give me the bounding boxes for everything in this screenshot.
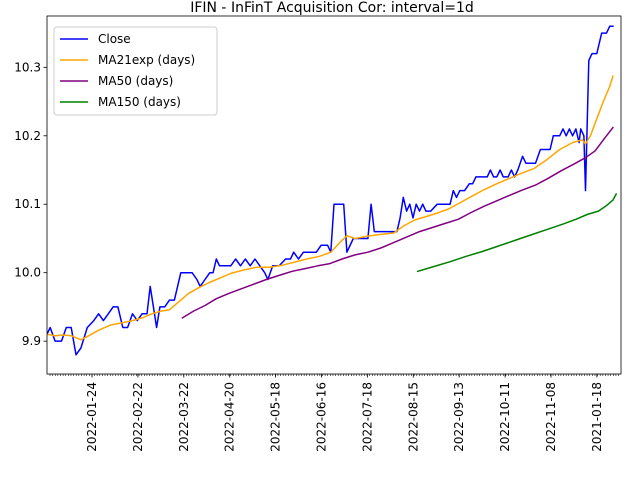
legend-label: MA150 (days) — [98, 95, 181, 109]
x-tick-label: 2022-06-16 — [315, 382, 329, 452]
series-line-ma50-days — [181, 126, 614, 319]
y-tick-label: 10.3 — [14, 60, 41, 74]
x-tick-label: 2022-10-11 — [498, 382, 512, 452]
x-tick-label: 2021-01-18 — [590, 382, 604, 452]
y-tick-label: 10.0 — [14, 266, 41, 280]
x-tick-label: 2022-08-15 — [406, 382, 420, 452]
axes: 9.9 10.0 10.1 10.2 10.3 2022-01-24 2022-02-22 2… — [14, 15, 622, 452]
legend: Close MA21exp (days) MA50 (days) MA150 (day… — [53, 26, 218, 116]
series-line-ma21exp-days — [47, 75, 614, 341]
x-tick-label: 2022-01-24 — [85, 382, 99, 452]
x-tick-label: 2022-09-13 — [452, 382, 466, 452]
x-tick-label: 2022-02-22 — [131, 382, 145, 452]
x-tick-label: 2022-04-20 — [223, 382, 237, 452]
y-tick-label: 10.2 — [14, 129, 41, 143]
legend-label: MA21exp (days) — [98, 53, 195, 67]
plot-area — [47, 25, 618, 356]
axes-frame — [46, 15, 622, 375]
chart-title: IFIN - InFinT Acquisition Cor: interval=… — [190, 0, 474, 16]
legend-label: Close — [98, 32, 131, 46]
x-tick-label: 2022-05-18 — [269, 382, 283, 452]
legend-label: MA50 (days) — [98, 74, 173, 88]
x-tick-label: 2022-11-08 — [544, 382, 558, 452]
x-tick-label: 2022-03-22 — [177, 382, 191, 452]
series-group — [47, 25, 618, 356]
y-tick-label: 10.1 — [14, 197, 41, 211]
x-tick-label: 2022-07-18 — [360, 382, 374, 452]
y-tick-label: 9.9 — [22, 334, 41, 348]
legend-box — [53, 26, 218, 116]
series-line-ma150-days — [416, 192, 618, 273]
